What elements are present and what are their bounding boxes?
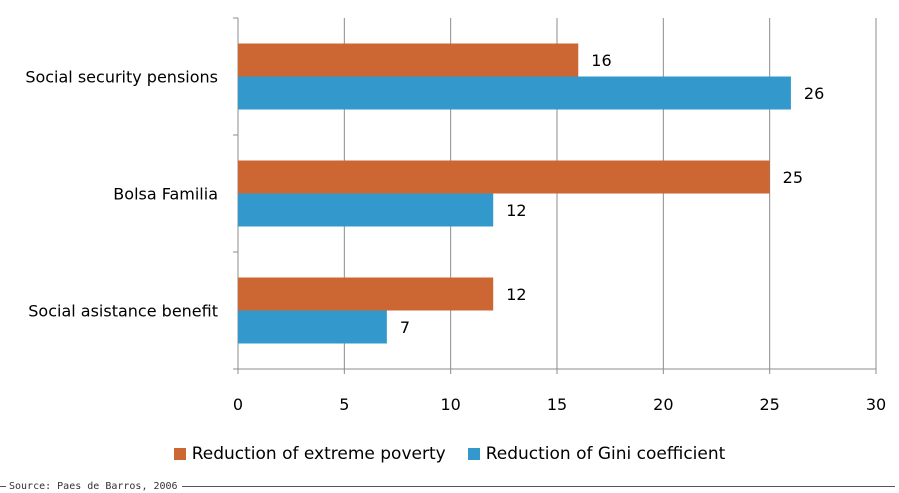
data-label-social-security-pensions-series-1: 26 [804,84,824,103]
x-tick-label-5: 5 [339,395,349,414]
legend-swatch-poverty [173,448,186,460]
data-label-bolsa-familia-series-1: 12 [506,201,526,220]
bar-bolsa-familia-series-1 [238,193,494,227]
x-tick-label-15: 15 [547,395,567,414]
source-note: Source: Paes de Barros, 2006 [0,479,899,493]
bar-bolsa-familia-series-0 [238,160,770,194]
x-tick-label-30: 30 [866,395,886,414]
x-tick-label-20: 20 [653,395,673,414]
x-tick-label-0: 0 [233,395,243,414]
bar-social-asistance-benefit-series-0 [238,277,494,311]
legend-label-gini: Reduction of Gini coefficient [485,444,726,464]
category-label-social-security-pensions: Social security pensions [25,68,218,87]
source-rule-right [181,485,895,487]
legend-item-poverty: Reduction of extreme poverty [173,444,446,464]
category-label-social-asistance-benefit: Social asistance benefit [28,302,218,321]
legend-item-gini: Reduction of Gini coefficient [467,444,726,464]
data-label-social-asistance-benefit-series-1: 7 [400,318,410,337]
data-label-social-security-pensions-series-0: 16 [591,51,611,70]
chart: 16 26 Social security pensions 25 12 Bolsa Fa… [25,17,886,414]
source-text: Source: Paes de Barros, 2006 [9,480,178,492]
legend-swatch-gini [467,448,480,460]
source-rule-left [0,485,6,487]
x-tick-label-25: 25 [759,395,779,414]
data-label-social-asistance-benefit-series-0: 12 [506,285,526,304]
category-label-bolsa-familia: Bolsa Familia [113,185,218,204]
legend-label-poverty: Reduction of extreme poverty [191,444,446,464]
data-label-bolsa-familia-series-0: 25 [783,168,803,187]
bar-social-security-pensions-series-0 [238,43,579,77]
x-tick-label-10: 10 [440,395,460,414]
bar-social-security-pensions-series-1 [238,76,791,110]
bar-social-asistance-benefit-series-1 [238,310,387,344]
legend: Reduction of extreme poverty Reduction o… [0,444,899,464]
